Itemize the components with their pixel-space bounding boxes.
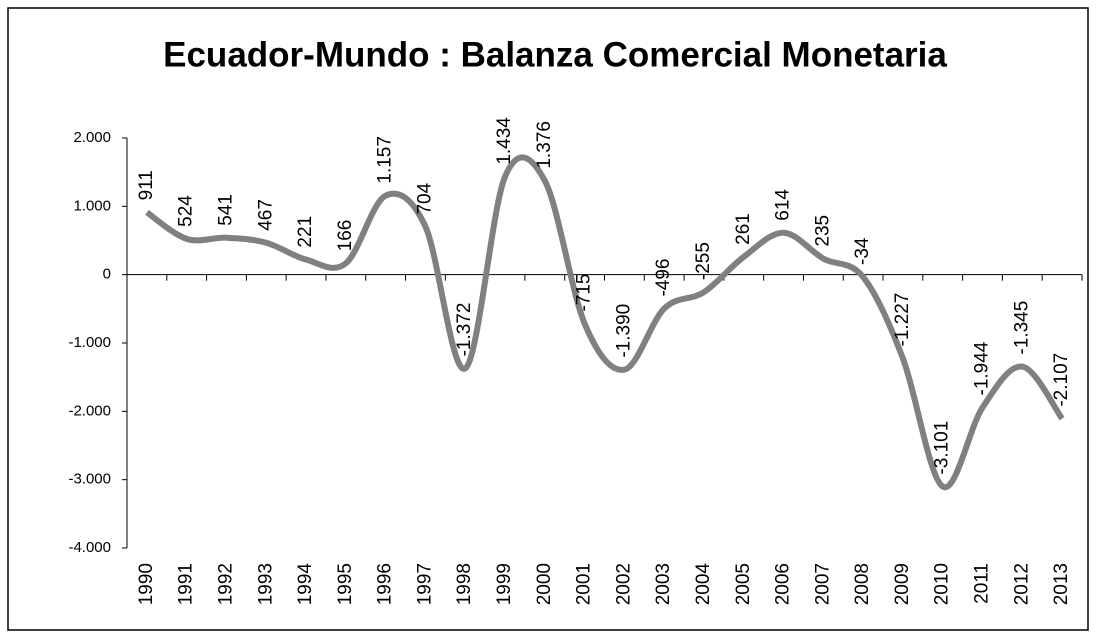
data-label: 1.376 [534, 121, 555, 169]
x-tick-label: 1990 [136, 563, 157, 605]
chart-title: Ecuador-Mundo : Balanza Comercial Moneta… [163, 35, 947, 74]
data-label: -1.944 [972, 341, 993, 395]
y-tick-label: 2.000 [73, 129, 111, 146]
x-tick-label: 1994 [295, 563, 316, 606]
data-label: 235 [812, 215, 833, 247]
data-label: -1.345 [1011, 301, 1032, 355]
x-tick-label: 2012 [1011, 563, 1032, 605]
y-tick-label: -3.000 [68, 471, 111, 488]
x-tick-label: 1999 [494, 563, 515, 605]
data-label: 221 [295, 216, 316, 248]
x-tick-label: 2007 [812, 563, 833, 605]
x-tick-label: 2008 [852, 563, 873, 605]
x-tick-label: 2013 [1051, 563, 1072, 605]
x-tick-label: 2010 [932, 563, 953, 605]
x-tick-label: 2005 [733, 563, 754, 605]
data-label: -1.227 [892, 293, 913, 347]
data-label: -496 [653, 259, 674, 297]
x-tick-label: 2011 [972, 563, 993, 604]
x-tick-label: 1993 [255, 563, 276, 605]
x-tick-label: 2009 [892, 563, 913, 605]
data-label: 467 [255, 199, 276, 231]
x-tick-label: 2003 [653, 563, 674, 605]
data-label: 704 [414, 182, 435, 214]
x-tick-label: 2004 [693, 563, 714, 606]
x-tick-label: 1992 [215, 563, 236, 605]
data-label: 261 [733, 213, 754, 245]
data-label: -3.101 [932, 421, 953, 475]
data-label: 614 [773, 189, 794, 221]
data-label: -255 [693, 242, 714, 280]
y-tick-label: -1.000 [68, 334, 111, 351]
chart-border [7, 7, 1089, 631]
x-tick-label: 1997 [414, 563, 435, 605]
line [145, 154, 1065, 491]
x-tick-label: 1995 [335, 563, 356, 605]
x-tick-label: 2002 [613, 563, 634, 605]
x-tick-label: 1998 [454, 563, 475, 605]
x-tick-label: 2001 [574, 563, 595, 605]
data-label: 166 [335, 220, 356, 252]
y-tick-label: -4.000 [68, 539, 111, 556]
data-label: 911 [136, 170, 157, 200]
data-label: 1.157 [375, 136, 396, 184]
data-label: 541 [215, 194, 236, 226]
x-tick-label: 1996 [375, 563, 396, 605]
x-tick-label: 1991 [176, 563, 197, 605]
y-tick-label: 1.000 [73, 197, 111, 214]
data-label: -715 [574, 273, 595, 311]
data-label: -34 [852, 237, 873, 265]
data-label: -1.372 [454, 303, 475, 357]
data-label: -1.390 [613, 304, 634, 358]
y-tick-label: -2.000 [68, 402, 111, 419]
data-label: 524 [176, 195, 197, 227]
data-label: 1.434 [494, 117, 515, 165]
x-tick-label: 2006 [773, 563, 794, 605]
data-label: -2.107 [1051, 353, 1072, 407]
x-tick-label: 2000 [534, 563, 555, 605]
y-tick-label: 0 [103, 266, 111, 283]
